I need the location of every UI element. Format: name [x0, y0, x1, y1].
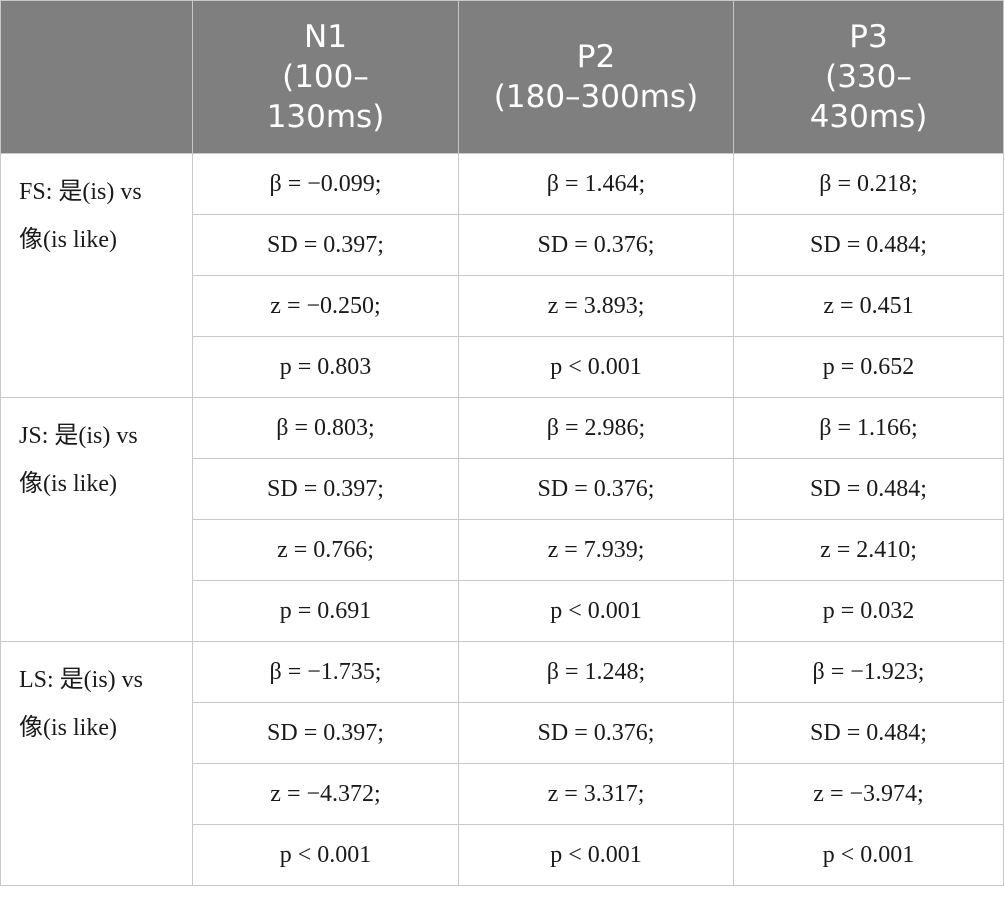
- column-header: P2 (180–300ms): [458, 0, 734, 154]
- stat-cell: SD = 0.376;: [458, 458, 734, 520]
- stat-cell: z = 3.317;: [458, 763, 734, 825]
- table-row: SD = 0.397; SD = 0.376; SD = 0.484;: [1, 702, 1004, 764]
- label-line: 像(is like): [19, 471, 117, 497]
- stat-cell: p = 0.803: [192, 336, 459, 398]
- header-line: N1: [304, 19, 347, 55]
- table-row: z = −4.372; z = 3.317; z = −3.974;: [1, 763, 1004, 825]
- stat-cell: z = 2.410;: [733, 519, 1004, 581]
- stat-cell: β = 0.803;: [192, 397, 459, 459]
- stat-cell: β = 0.218;: [733, 153, 1004, 215]
- stat-cell: β = 1.464;: [458, 153, 734, 215]
- stat-cell: β = 2.986;: [458, 397, 734, 459]
- stat-cell: p = 0.032: [733, 580, 1004, 642]
- column-header: P3 (330– 430ms): [733, 0, 1004, 154]
- header-line: (180–300ms): [493, 79, 699, 115]
- stat-cell: p < 0.001: [733, 824, 1004, 886]
- stat-cell: p < 0.001: [192, 824, 459, 886]
- stat-cell: p < 0.001: [458, 580, 734, 642]
- stat-cell: p < 0.001: [458, 336, 734, 398]
- header-line: P3: [849, 19, 888, 55]
- table-row: SD = 0.397; SD = 0.376; SD = 0.484;: [1, 458, 1004, 520]
- stat-cell: z = 3.893;: [458, 275, 734, 337]
- header-line: (100–: [282, 59, 369, 95]
- table-row: z = 0.766; z = 7.939; z = 2.410;: [1, 519, 1004, 581]
- stat-cell: SD = 0.397;: [192, 214, 459, 276]
- label-line: JS: 是(is) vs: [19, 423, 138, 449]
- stat-cell: p = 0.691: [192, 580, 459, 642]
- stat-cell: p = 0.652: [733, 336, 1004, 398]
- stat-cell: SD = 0.376;: [458, 214, 734, 276]
- column-header: N1 (100– 130ms): [192, 0, 459, 154]
- table-row: LS: 是(is) vs 像(is like) β = −1.735; β = 1.2…: [0, 641, 1004, 886]
- header-line: 430ms): [809, 99, 928, 135]
- table-row: p = 0.691 p < 0.001 p = 0.032: [1, 580, 1004, 642]
- table-row: p < 0.001 p < 0.001 p < 0.001: [1, 824, 1004, 886]
- stat-cell: z = −3.974;: [733, 763, 1004, 825]
- stat-cell: SD = 0.484;: [733, 214, 1004, 276]
- stat-cell: SD = 0.484;: [733, 458, 1004, 520]
- label-line: FS: 是(is) vs: [19, 179, 142, 205]
- table-body: FS: 是(is) vs 像(is like) β = −0.099; β = 1.4…: [0, 153, 1004, 886]
- table-row: JS: 是(is) vs 像(is like) β = 0.803; β = 2.98…: [0, 397, 1004, 642]
- stat-cell: β = −0.099;: [192, 153, 459, 215]
- stat-cell: β = 1.166;: [733, 397, 1004, 459]
- group-label: FS: 是(is) vs 像(is like): [0, 153, 193, 398]
- label-line: LS: 是(is) vs: [19, 667, 144, 693]
- stat-cell: β = −1.923;: [733, 641, 1004, 703]
- stat-cell: z = −4.372;: [192, 763, 459, 825]
- stat-cell: SD = 0.376;: [458, 702, 734, 764]
- stat-cell: z = 0.766;: [192, 519, 459, 581]
- stat-cell: SD = 0.484;: [733, 702, 1004, 764]
- table-row: FS: 是(is) vs 像(is like) β = −0.099; β = 1.4…: [0, 153, 1004, 398]
- results-table: N1 (100– 130ms) P2 (180–300ms) P3 (330– 430ms) …: [0, 0, 1004, 886]
- stat-cell: β = −1.735;: [192, 641, 459, 703]
- header-line: 130ms): [266, 99, 385, 135]
- stat-cell: z = 7.939;: [458, 519, 734, 581]
- header-row: N1 (100– 130ms) P2 (180–300ms) P3 (330– 430ms): [0, 0, 1004, 154]
- label-line: 像(is like): [19, 715, 117, 741]
- stat-cell: SD = 0.397;: [192, 702, 459, 764]
- corner-cell: [0, 0, 193, 154]
- stat-cell: p < 0.001: [458, 824, 734, 886]
- stat-cell: z = −0.250;: [192, 275, 459, 337]
- stat-cell: SD = 0.397;: [192, 458, 459, 520]
- label-line: 像(is like): [19, 227, 117, 253]
- group-label: JS: 是(is) vs 像(is like): [0, 397, 193, 642]
- stat-cell: β = 1.248;: [458, 641, 734, 703]
- table-row: SD = 0.397; SD = 0.376; SD = 0.484;: [1, 214, 1004, 276]
- stat-cell: z = 0.451: [733, 275, 1004, 337]
- group-label: LS: 是(is) vs 像(is like): [0, 641, 193, 886]
- header-line: (330–: [825, 59, 912, 95]
- header-line: P2: [576, 39, 616, 75]
